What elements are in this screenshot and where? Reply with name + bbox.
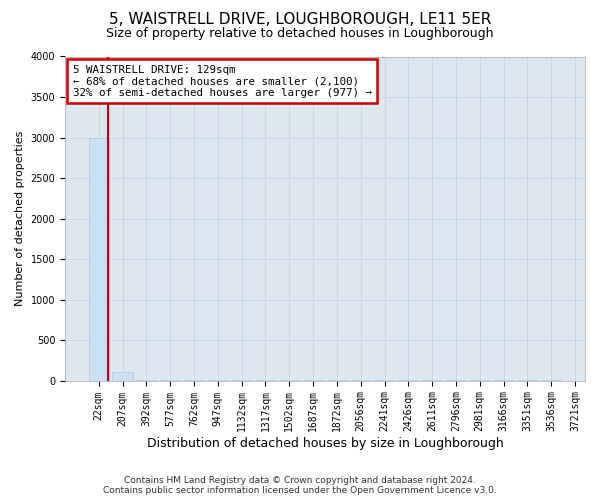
Text: 5 WAISTRELL DRIVE: 129sqm
← 68% of detached houses are smaller (2,100)
32% of se: 5 WAISTRELL DRIVE: 129sqm ← 68% of detac… — [73, 64, 372, 98]
Text: Contains HM Land Registry data © Crown copyright and database right 2024.
Contai: Contains HM Land Registry data © Crown c… — [103, 476, 497, 495]
Bar — [112, 372, 133, 380]
Text: Size of property relative to detached houses in Loughborough: Size of property relative to detached ho… — [106, 28, 494, 40]
Y-axis label: Number of detached properties: Number of detached properties — [15, 131, 25, 306]
Bar — [89, 138, 109, 380]
X-axis label: Distribution of detached houses by size in Loughborough: Distribution of detached houses by size … — [146, 437, 503, 450]
Text: 5, WAISTRELL DRIVE, LOUGHBOROUGH, LE11 5ER: 5, WAISTRELL DRIVE, LOUGHBOROUGH, LE11 5… — [109, 12, 491, 28]
